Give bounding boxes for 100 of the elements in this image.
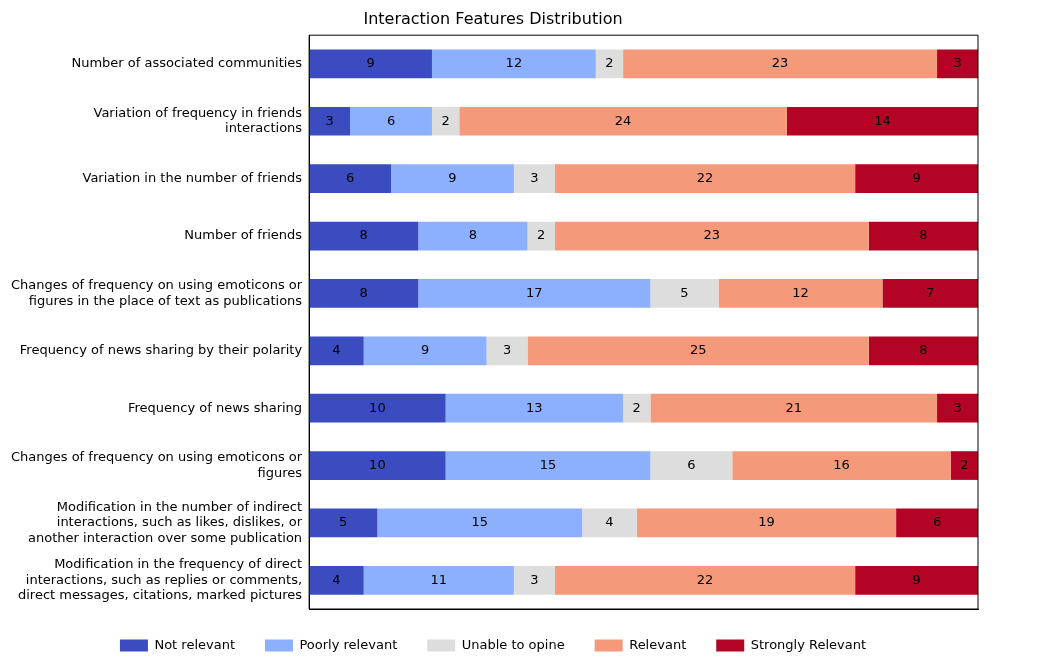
data-label: 9 (366, 55, 375, 71)
bar (309, 106, 351, 136)
data-label: 22 (696, 170, 714, 186)
data-label: 12 (505, 55, 523, 71)
bar (718, 279, 883, 308)
bar (513, 164, 555, 193)
bar (650, 451, 733, 480)
data-label: 13 (526, 399, 543, 415)
data-label: 15 (471, 514, 489, 530)
data-label: 16 (833, 456, 850, 472)
data-label: 12 (792, 284, 809, 300)
bar (445, 393, 624, 423)
bar (896, 508, 978, 538)
legend-label: Not relevant (154, 636, 235, 652)
data-label: 8 (359, 227, 368, 243)
bar (732, 451, 951, 480)
data-label: 23 (771, 55, 789, 71)
y-tick-label: Modification in the frequency of direct interactions, such as replies or comments, direct messages, citations, marked pictures (17, 556, 303, 603)
data-label: 9 (448, 170, 457, 186)
y-tick-label: Modification in the number of indirect interactions, such as likes, dislikes, or another interaction over some publication (28, 498, 303, 545)
data-label: 4 (605, 514, 614, 530)
bar (309, 164, 392, 193)
data-label: 4 (332, 571, 341, 587)
data-label: 17 (526, 284, 543, 300)
bar (309, 565, 364, 595)
bar (623, 49, 938, 79)
data-label: 3 (530, 170, 539, 186)
data-label: 2 (441, 112, 450, 128)
bar (309, 508, 378, 538)
bar (309, 393, 446, 423)
data-label: 24 (614, 112, 632, 128)
data-label: 5 (680, 284, 689, 300)
data-label: 6 (932, 514, 942, 530)
data-label: 8 (359, 284, 368, 300)
y-tick-label: Number of associated communities (71, 55, 303, 71)
bar (431, 106, 460, 136)
data-label: 15 (539, 456, 557, 472)
data-label: 9 (912, 571, 921, 587)
y-tick-label: Number of friends (184, 227, 303, 243)
data-label: 8 (919, 342, 928, 358)
bar (650, 279, 719, 308)
bar (855, 565, 978, 595)
bar (950, 451, 978, 480)
bar (882, 279, 978, 308)
data-label: 2 (605, 55, 614, 71)
data-label: 3 (953, 55, 962, 71)
bar (554, 565, 856, 595)
data-label: 3 (953, 399, 962, 415)
y-tick-label: Frequency of news sharing by their polarity (19, 342, 303, 358)
data-label: 2 (537, 227, 546, 243)
y-tick-label: Changes of frequency on using emoticons or figures in the place of text as publications (10, 276, 303, 308)
bar (855, 164, 978, 193)
data-label: 8 (468, 227, 478, 243)
legend-label: Strongly Relevant (750, 636, 867, 652)
legend-label: Unable to opine (461, 636, 565, 652)
data-label: 10 (369, 399, 386, 415)
bar (937, 393, 978, 423)
bar (309, 336, 364, 366)
data-label: 8 (919, 227, 928, 243)
data-label: 9 (912, 170, 921, 186)
bar (363, 565, 514, 595)
bar (582, 508, 637, 538)
data-label: 3 (325, 112, 334, 128)
data-label: 23 (703, 227, 721, 243)
bar (418, 279, 651, 308)
chart-title: Interaction Features Distribution (363, 8, 623, 28)
bar (650, 393, 938, 423)
y-tick-label: Variation of frequency in friends interactions (93, 104, 303, 136)
bar (554, 164, 856, 193)
y-tick-label: Changes of frequency on using emoticons or figures (10, 449, 303, 480)
bar (431, 49, 596, 79)
data-label: 2 (632, 399, 641, 415)
bar (623, 393, 651, 423)
bar (527, 336, 869, 366)
bar (418, 221, 528, 251)
bar (350, 106, 432, 136)
bar (309, 221, 419, 251)
bar (445, 451, 651, 480)
data-label: 6 (386, 112, 396, 128)
bar (937, 49, 978, 79)
data-label: 21 (785, 399, 802, 415)
data-label: 19 (758, 514, 775, 530)
bar (868, 221, 978, 251)
data-label: 25 (689, 342, 707, 358)
y-tick-label: Frequency of news sharing (127, 399, 303, 415)
data-label: 2 (960, 456, 969, 472)
data-label: 22 (696, 571, 714, 587)
bar (309, 451, 446, 480)
bar (363, 336, 487, 366)
data-label: 7 (926, 284, 935, 300)
data-label: 3 (530, 571, 539, 587)
bar (636, 508, 897, 538)
bar (309, 49, 432, 79)
legend-label: Relevant (629, 636, 687, 652)
bar (554, 221, 869, 251)
bar (459, 106, 787, 136)
data-label: 4 (332, 342, 341, 358)
y-tick-label: Variation in the number of friends (82, 170, 303, 186)
data-label: 10 (369, 456, 386, 472)
bar (391, 164, 514, 193)
